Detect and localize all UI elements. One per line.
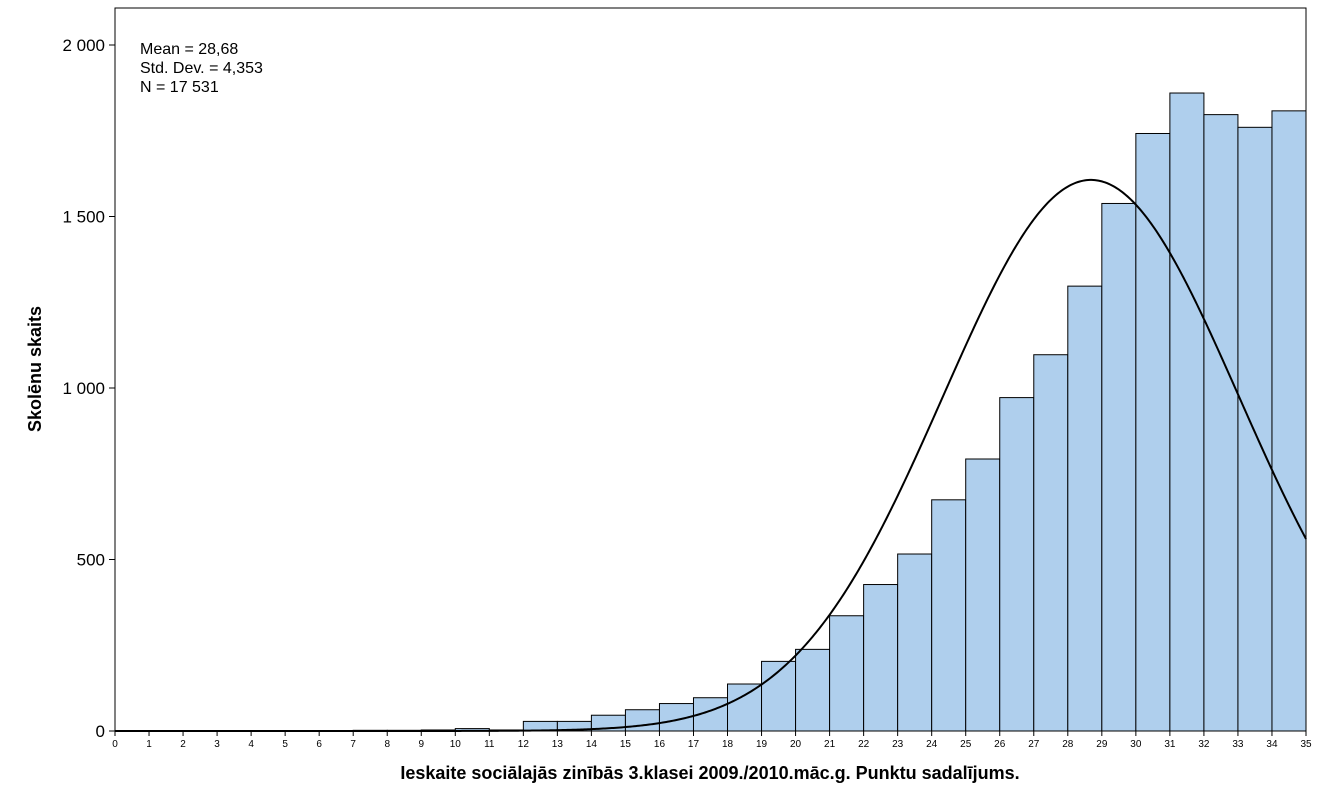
histogram-bar-21 — [829, 615, 865, 732]
stats-std-dev: Std. Dev. = 4,353 — [140, 60, 263, 77]
x-tick-label-17: 17 — [688, 739, 700, 750]
histogram-bar-30 — [1135, 132, 1171, 732]
stats-n: N = 17 531 — [140, 79, 219, 96]
x-axis: 0 1 2 3 4 5 6 7 8 9 10 11 12 13 14 15 16 17 18 19 20 21 22 23 24… — [112, 731, 1312, 750]
x-tick-label-2: 2 — [180, 739, 186, 750]
x-tick-label-28: 28 — [1062, 739, 1074, 750]
x-tick-label-30: 30 — [1130, 739, 1142, 750]
x-tick-label-32: 32 — [1198, 739, 1210, 750]
x-tick-label-31: 31 — [1164, 739, 1176, 750]
histogram-bar-23 — [897, 553, 933, 732]
x-tick-label-25: 25 — [960, 739, 972, 750]
histogram-bar-22 — [863, 584, 899, 732]
x-tick-label-16: 16 — [654, 739, 666, 750]
x-tick-label-8: 8 — [384, 739, 390, 750]
y-tick-label-500: 500 — [77, 551, 105, 570]
x-tick-label-24: 24 — [926, 739, 938, 750]
y-axis-title: Skolēnu skaits — [25, 306, 45, 432]
histogram-bar-18 — [727, 683, 763, 732]
x-tick-label-23: 23 — [892, 739, 904, 750]
x-tick-label-19: 19 — [756, 739, 768, 750]
x-tick-label-4: 4 — [248, 739, 254, 750]
x-tick-label-1: 1 — [146, 739, 152, 750]
x-tick-label-33: 33 — [1232, 739, 1244, 750]
y-tick-label-1500: 1 500 — [62, 208, 105, 227]
histogram-bar-33 — [1237, 126, 1273, 732]
y-axis: 0 500 1 000 1 500 2 000 — [62, 36, 115, 741]
x-tick-label-22: 22 — [858, 739, 870, 750]
histogram-bars — [216, 92, 1307, 732]
histogram-bar-24 — [931, 499, 967, 732]
y-tick-label-0: 0 — [96, 722, 105, 741]
histogram-bar-32 — [1203, 114, 1239, 732]
histogram-bar-34 — [1271, 110, 1307, 732]
x-tick-label-9: 9 — [418, 739, 424, 750]
x-tick-label-5: 5 — [282, 739, 288, 750]
x-tick-label-35: 35 — [1300, 739, 1312, 750]
x-tick-label-12: 12 — [518, 739, 530, 750]
histogram-bar-27 — [1033, 354, 1069, 732]
histogram-bar-28 — [1067, 285, 1103, 732]
x-tick-label-10: 10 — [450, 739, 462, 750]
stats-mean: Mean = 28,68 — [140, 41, 238, 58]
histogram-bar-20 — [795, 648, 831, 732]
histogram-bar-19 — [761, 660, 797, 732]
x-tick-label-34: 34 — [1266, 739, 1278, 750]
histogram-bar-29 — [1101, 202, 1137, 732]
x-tick-label-18: 18 — [722, 739, 734, 750]
x-tick-label-14: 14 — [586, 739, 598, 750]
histogram-bar-26 — [999, 397, 1035, 732]
x-tick-label-0: 0 — [112, 739, 118, 750]
x-tick-label-21: 21 — [824, 739, 836, 750]
normal-curve — [115, 178, 1307, 732]
histogram-bar-25 — [965, 458, 1001, 732]
y-tick-label-1000: 1 000 — [62, 379, 105, 398]
x-tick-label-29: 29 — [1096, 739, 1108, 750]
histogram-bar-31 — [1169, 92, 1205, 732]
x-tick-label-3: 3 — [214, 739, 220, 750]
y-tick-label-2000: 2 000 — [62, 36, 105, 55]
x-tick-label-15: 15 — [620, 739, 632, 750]
x-tick-label-13: 13 — [552, 739, 564, 750]
x-tick-label-6: 6 — [316, 739, 322, 750]
x-tick-label-26: 26 — [994, 739, 1006, 750]
x-axis-title: Ieskaite sociālajās zinībās 3.klasei 200… — [400, 763, 1019, 783]
x-tick-label-20: 20 — [790, 739, 802, 750]
x-tick-label-11: 11 — [484, 739, 495, 750]
x-tick-label-7: 7 — [350, 739, 356, 750]
x-tick-label-27: 27 — [1028, 739, 1040, 750]
histogram-bar-15 — [624, 709, 660, 732]
